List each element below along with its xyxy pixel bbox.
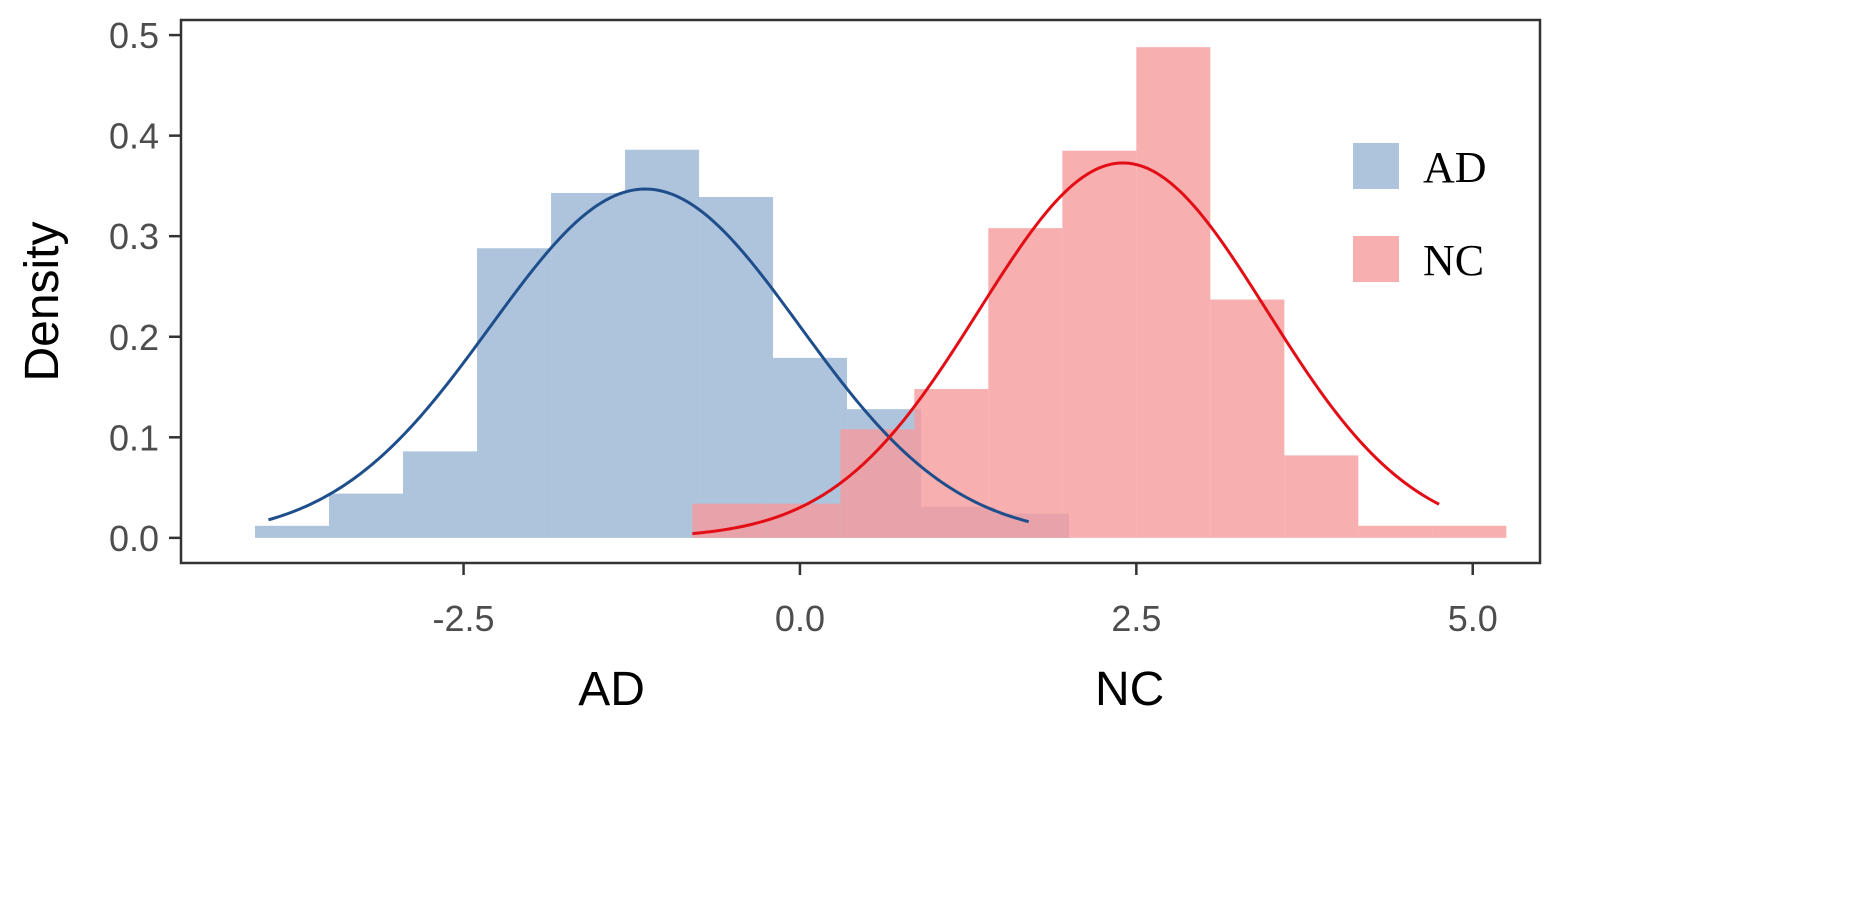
histogram-bar-nc-7 — [1210, 299, 1285, 538]
histogram-bar-nc-4 — [988, 228, 1063, 538]
histogram-bar-ad-4 — [551, 192, 626, 538]
histogram-bar-ad-0 — [255, 525, 330, 538]
histogram-bar-nc-2 — [840, 429, 915, 538]
x-axis: -2.5 0.0 2.5 5.0 — [433, 563, 1498, 639]
legend: AD NC — [1353, 143, 1487, 285]
histogram-bar-nc-5 — [1062, 150, 1137, 538]
x-group-labels: AD NC — [578, 663, 1164, 716]
density-curves — [268, 161, 1440, 536]
y-tick-label-4: 0.4 — [109, 116, 159, 157]
density-curve-nc — [692, 161, 1440, 536]
series-nc-bars — [692, 47, 1507, 538]
y-tick-label-0: 0.0 — [109, 518, 159, 559]
x-tick-label-1: 0.0 — [775, 598, 825, 639]
y-tick-label-2: 0.2 — [109, 317, 159, 358]
legend-key-ad — [1353, 143, 1399, 189]
x-tick-label-2: 2.5 — [1111, 598, 1161, 639]
y-tick-label-5: 0.5 — [109, 15, 159, 56]
histogram-bar-ad-3 — [477, 248, 552, 538]
histogram-bar-ad-1 — [329, 493, 404, 538]
group-label-ad: AD — [578, 663, 645, 716]
histogram-bar-nc-1 — [766, 503, 841, 538]
histogram-bar-nc-3 — [914, 389, 989, 538]
histogram-bars — [255, 47, 1507, 538]
x-tick-label-3: 5.0 — [1448, 598, 1498, 639]
legend-key-nc — [1353, 236, 1399, 282]
histogram-bar-ad-5 — [625, 149, 700, 538]
histogram-bar-nc-9 — [1358, 525, 1433, 538]
y-axis: 0.0 0.1 0.2 0.3 0.4 0.5 — [109, 15, 181, 559]
y-axis-title: Density — [16, 221, 69, 381]
x-tick-label-0: -2.5 — [433, 598, 495, 639]
legend-label-nc: NC — [1423, 236, 1484, 285]
histogram-bar-nc-10 — [1432, 525, 1507, 538]
histogram-bar-ad-2 — [403, 451, 478, 538]
y-tick-label-3: 0.3 — [109, 216, 159, 257]
y-tick-label-1: 0.1 — [109, 417, 159, 458]
density-curve-ad — [268, 187, 1030, 524]
group-label-nc: NC — [1095, 663, 1164, 716]
histogram-bar-ad-6 — [699, 196, 774, 538]
histogram-bar-nc-8 — [1284, 455, 1359, 538]
legend-label-ad: AD — [1423, 143, 1487, 192]
histogram-bar-nc-6 — [1136, 47, 1211, 538]
plot-panel-border — [179, 18, 1542, 565]
